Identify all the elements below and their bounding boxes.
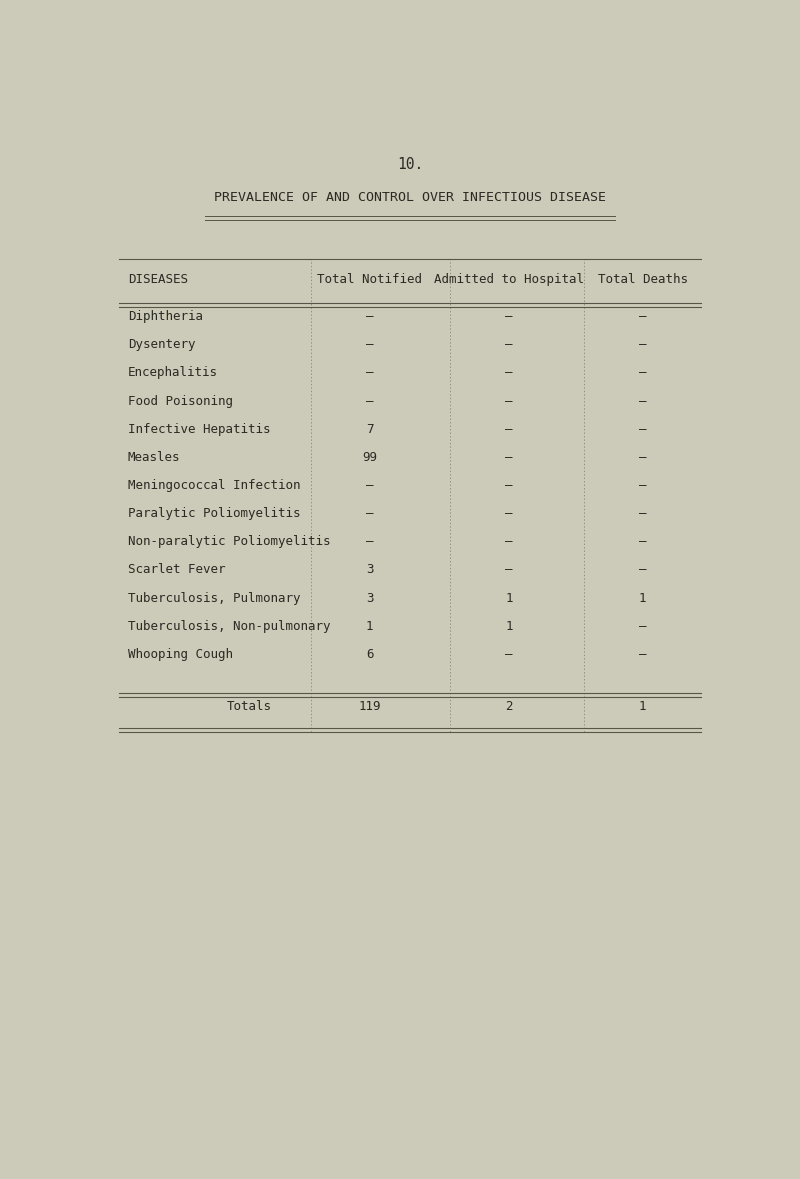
Text: –: – xyxy=(506,450,513,463)
Text: –: – xyxy=(506,479,513,492)
Text: Totals: Totals xyxy=(226,699,271,712)
Text: –: – xyxy=(506,310,513,323)
Text: –: – xyxy=(638,648,646,661)
Text: 3: 3 xyxy=(366,564,374,577)
Text: –: – xyxy=(506,564,513,577)
Text: PREVALENCE OF AND CONTROL OVER INFECTIOUS DISEASE: PREVALENCE OF AND CONTROL OVER INFECTIOU… xyxy=(214,191,606,204)
Text: 2: 2 xyxy=(506,699,513,712)
Text: 10.: 10. xyxy=(397,157,423,172)
Text: –: – xyxy=(638,367,646,380)
Text: –: – xyxy=(506,507,513,520)
Text: –: – xyxy=(366,338,374,351)
Text: 119: 119 xyxy=(358,699,381,712)
Text: Total Deaths: Total Deaths xyxy=(598,274,687,286)
Text: Infective Hepatitis: Infective Hepatitis xyxy=(128,423,270,436)
Text: 1: 1 xyxy=(638,592,646,605)
Text: Food Poisoning: Food Poisoning xyxy=(128,395,233,408)
Text: DISEASES: DISEASES xyxy=(128,274,188,286)
Text: Meningococcal Infection: Meningococcal Infection xyxy=(128,479,301,492)
Text: –: – xyxy=(638,507,646,520)
Text: –: – xyxy=(638,450,646,463)
Text: 7: 7 xyxy=(366,423,374,436)
Text: –: – xyxy=(366,395,374,408)
Text: Dysentery: Dysentery xyxy=(128,338,195,351)
Text: 1: 1 xyxy=(638,699,646,712)
Text: Tuberculosis, Pulmonary: Tuberculosis, Pulmonary xyxy=(128,592,301,605)
Text: –: – xyxy=(638,564,646,577)
Text: 1: 1 xyxy=(506,592,513,605)
Text: –: – xyxy=(506,423,513,436)
Text: –: – xyxy=(638,620,646,633)
Text: 99: 99 xyxy=(362,450,378,463)
Text: Paralytic Poliomyelitis: Paralytic Poliomyelitis xyxy=(128,507,301,520)
Text: –: – xyxy=(366,367,374,380)
Text: Whooping Cough: Whooping Cough xyxy=(128,648,233,661)
Text: 1: 1 xyxy=(506,620,513,633)
Text: Encephalitis: Encephalitis xyxy=(128,367,218,380)
Text: Admitted to Hospital: Admitted to Hospital xyxy=(434,274,584,286)
Text: –: – xyxy=(506,338,513,351)
Text: Non-paralytic Poliomyelitis: Non-paralytic Poliomyelitis xyxy=(128,535,330,548)
Text: Scarlet Fever: Scarlet Fever xyxy=(128,564,226,577)
Text: –: – xyxy=(638,535,646,548)
Text: –: – xyxy=(638,423,646,436)
Text: –: – xyxy=(506,395,513,408)
Text: –: – xyxy=(506,367,513,380)
Text: Measles: Measles xyxy=(128,450,181,463)
Text: –: – xyxy=(366,310,374,323)
Text: –: – xyxy=(638,338,646,351)
Text: Diphtheria: Diphtheria xyxy=(128,310,203,323)
Text: –: – xyxy=(638,395,646,408)
Text: Total Notified: Total Notified xyxy=(317,274,422,286)
Text: –: – xyxy=(506,648,513,661)
Text: –: – xyxy=(366,507,374,520)
Text: –: – xyxy=(638,310,646,323)
Text: 1: 1 xyxy=(366,620,374,633)
Text: –: – xyxy=(638,479,646,492)
Text: –: – xyxy=(506,535,513,548)
Text: –: – xyxy=(366,479,374,492)
Text: 6: 6 xyxy=(366,648,374,661)
Text: Tuberculosis, Non-pulmonary: Tuberculosis, Non-pulmonary xyxy=(128,620,330,633)
Text: –: – xyxy=(366,535,374,548)
Text: 3: 3 xyxy=(366,592,374,605)
